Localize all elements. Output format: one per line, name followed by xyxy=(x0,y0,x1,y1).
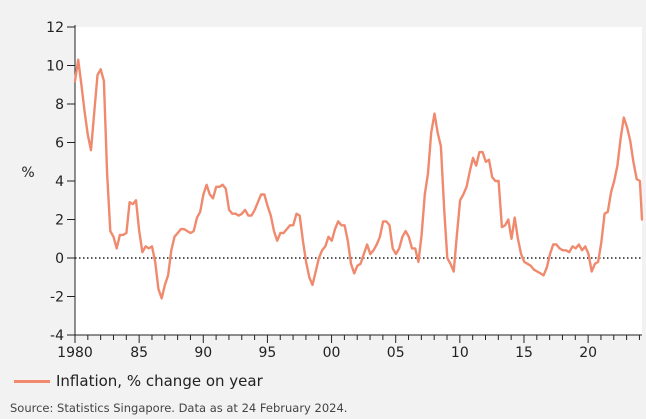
y-tick-label: -4 xyxy=(50,328,64,344)
y-tick-label: 12 xyxy=(46,20,64,36)
source-note: Source: Statistics Singapore. Data as at… xyxy=(10,401,348,415)
y-tick-label: 2 xyxy=(55,213,64,229)
y-tick-label: 6 xyxy=(55,136,64,152)
y-tick-label: 0 xyxy=(55,251,64,267)
plot-background xyxy=(75,27,642,335)
legend-label: Inflation, % change on year xyxy=(56,372,263,390)
x-tick-label: 95 xyxy=(259,345,277,361)
y-tick-label: -2 xyxy=(50,290,64,306)
x-tick-label: 20 xyxy=(579,345,597,361)
x-tick-label: 00 xyxy=(323,345,341,361)
legend: Inflation, % change on year xyxy=(14,372,263,390)
series-line xyxy=(73,58,644,300)
x-tick-label: 85 xyxy=(130,345,148,361)
y-tick-label: 8 xyxy=(55,97,64,113)
x-tick-label: 10 xyxy=(451,345,469,361)
y-tick-label: 10 xyxy=(46,59,64,75)
legend-swatch xyxy=(14,379,50,383)
y-axis-label: % xyxy=(21,165,34,181)
x-tick-label: 90 xyxy=(194,345,212,361)
x-tick-label: 05 xyxy=(387,345,405,361)
x-tick-label: 1980 xyxy=(57,345,93,361)
x-tick-label: 15 xyxy=(515,345,533,361)
y-tick-label: 4 xyxy=(55,174,64,190)
